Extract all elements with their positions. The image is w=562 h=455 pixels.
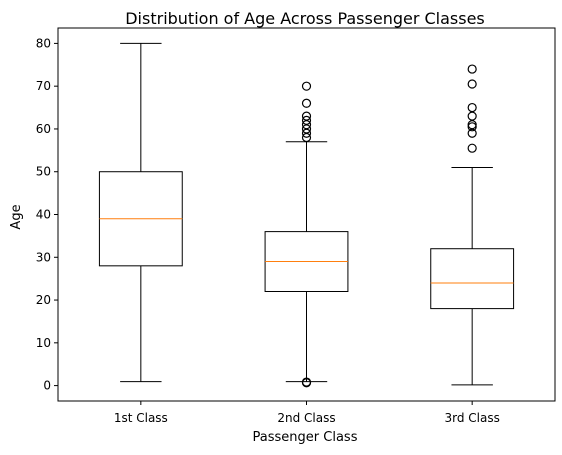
x-axis-label: Passenger Class <box>253 430 358 445</box>
y-tick-label: 40 <box>36 208 51 222</box>
chart-title: Distribution of Age Across Passenger Cla… <box>125 9 485 28</box>
outlier-point <box>301 111 312 121</box>
y-tick-label: 30 <box>36 250 51 264</box>
outlier-point <box>467 64 477 74</box>
y-tick-label: 70 <box>36 79 51 93</box>
y-tick-label: 10 <box>36 336 51 350</box>
outlier-point <box>467 143 477 153</box>
outlier-point <box>301 377 312 387</box>
x-tick-label: 1st Class <box>114 411 168 425</box>
outlier-point <box>467 102 477 113</box>
y-tick-label: 20 <box>36 293 51 307</box>
y-tick-label: 60 <box>36 122 51 136</box>
plot-frame <box>57 27 556 402</box>
x-tick-label: 2nd Class <box>277 411 335 425</box>
outlier-point <box>301 98 312 108</box>
x-tick-label: 3rd Class <box>444 411 499 425</box>
outlier-point <box>301 115 312 125</box>
plot-area: 0 10 20 30 40 50 60 70 80 1st Class 2nd Class 3rd C… <box>36 36 515 425</box>
outlier-point <box>467 79 477 89</box>
y-tick-label: 50 <box>36 165 51 179</box>
iqr-box <box>430 248 515 310</box>
y-tick-label: 80 <box>36 36 51 50</box>
outlier-point <box>301 81 312 91</box>
y-axis-label: Age <box>9 204 24 229</box>
y-tick-label: 0 <box>43 379 51 393</box>
